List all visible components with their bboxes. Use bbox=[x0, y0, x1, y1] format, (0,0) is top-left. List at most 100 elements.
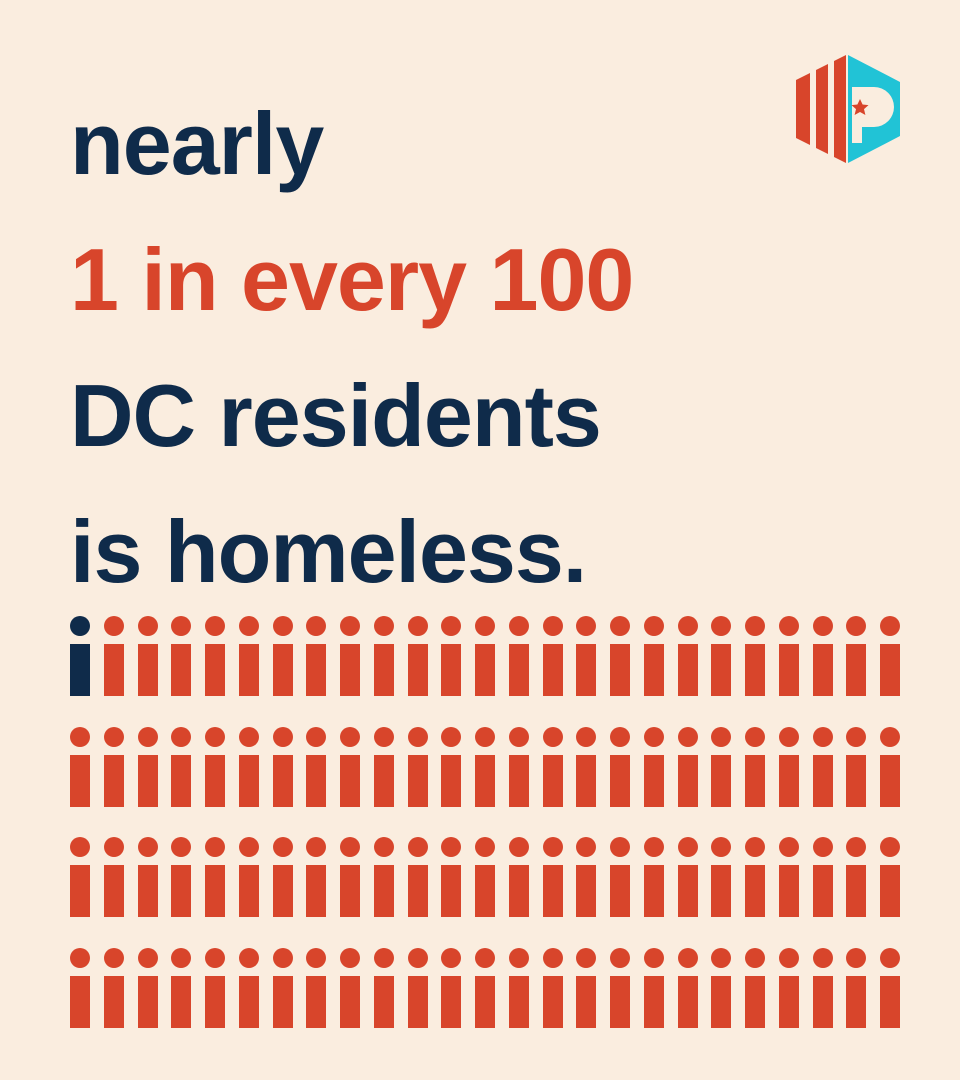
person-body bbox=[711, 754, 732, 807]
person-body bbox=[677, 644, 698, 696]
person-body bbox=[238, 865, 259, 917]
person-head bbox=[441, 616, 462, 636]
person-body bbox=[238, 644, 259, 696]
person-head bbox=[70, 837, 90, 857]
person-body bbox=[272, 644, 293, 696]
person-head bbox=[812, 616, 833, 636]
person-body bbox=[171, 865, 192, 917]
headline-line-is-homeless: is homeless. bbox=[70, 502, 587, 601]
person-head bbox=[272, 837, 293, 857]
person-icon bbox=[711, 726, 732, 807]
person-icon bbox=[171, 947, 192, 1028]
person-body bbox=[677, 975, 698, 1028]
person-icon bbox=[677, 947, 698, 1028]
person-body bbox=[441, 754, 462, 807]
person-head bbox=[373, 726, 394, 747]
person-icon bbox=[340, 837, 360, 917]
person-icon bbox=[441, 837, 462, 917]
person-body bbox=[407, 644, 428, 696]
person-head bbox=[103, 616, 124, 636]
person-icon bbox=[407, 947, 428, 1028]
person-head bbox=[205, 947, 225, 968]
person-icon bbox=[70, 947, 90, 1028]
person-body bbox=[542, 975, 563, 1028]
person-body bbox=[171, 644, 192, 696]
person-icon bbox=[542, 726, 563, 807]
pictogram-grid bbox=[70, 616, 900, 1028]
logo-red-stripe-outer bbox=[796, 73, 810, 145]
person-head bbox=[846, 726, 867, 747]
person-head bbox=[711, 947, 732, 968]
person-body bbox=[677, 865, 698, 917]
person-icon bbox=[846, 837, 867, 917]
person-body bbox=[306, 865, 327, 917]
person-body bbox=[508, 644, 529, 696]
person-body bbox=[542, 644, 563, 696]
person-head bbox=[880, 616, 900, 636]
person-icon bbox=[205, 837, 225, 917]
person-icon bbox=[205, 947, 225, 1028]
person-body bbox=[576, 644, 597, 696]
person-body bbox=[373, 754, 394, 807]
person-icon bbox=[103, 726, 124, 807]
person-icon bbox=[137, 726, 158, 807]
person-head bbox=[508, 947, 529, 968]
person-icon bbox=[880, 726, 900, 807]
logo-cream-cutout bbox=[852, 87, 894, 143]
person-icon bbox=[880, 837, 900, 917]
person-head bbox=[610, 616, 630, 636]
person-body bbox=[610, 754, 630, 807]
person-icon bbox=[238, 947, 259, 1028]
person-head bbox=[643, 726, 664, 747]
person-head bbox=[407, 837, 428, 857]
person-body bbox=[103, 644, 124, 696]
person-head bbox=[542, 616, 563, 636]
person-icon bbox=[137, 947, 158, 1028]
person-body bbox=[711, 865, 732, 917]
person-icon bbox=[441, 947, 462, 1028]
person-icon bbox=[373, 837, 394, 917]
person-body bbox=[778, 865, 799, 917]
person-body bbox=[407, 865, 428, 917]
person-head bbox=[711, 726, 732, 747]
person-icon bbox=[778, 726, 799, 807]
person-icon bbox=[171, 837, 192, 917]
person-head bbox=[70, 726, 90, 747]
person-head bbox=[137, 837, 158, 857]
person-icon bbox=[171, 726, 192, 807]
person-icon bbox=[778, 947, 799, 1028]
person-icon bbox=[711, 837, 732, 917]
person-icon bbox=[475, 837, 495, 917]
person-body bbox=[745, 975, 765, 1028]
person-head bbox=[677, 726, 698, 747]
person-body bbox=[880, 975, 900, 1028]
person-body bbox=[340, 975, 360, 1028]
person-icon bbox=[880, 616, 900, 696]
person-icon bbox=[272, 947, 293, 1028]
person-head bbox=[306, 726, 327, 747]
person-icon bbox=[475, 947, 495, 1028]
person-head bbox=[745, 837, 765, 857]
person-body bbox=[238, 754, 259, 807]
person-head bbox=[745, 726, 765, 747]
person-icon bbox=[70, 837, 90, 917]
person-icon bbox=[441, 726, 462, 807]
person-body bbox=[475, 975, 495, 1028]
person-head bbox=[340, 837, 360, 857]
person-icon bbox=[103, 947, 124, 1028]
person-head bbox=[272, 947, 293, 968]
person-head bbox=[205, 837, 225, 857]
person-body bbox=[407, 754, 428, 807]
person-head bbox=[238, 947, 259, 968]
person-icon bbox=[407, 616, 428, 696]
person-head bbox=[171, 616, 192, 636]
person-head bbox=[643, 616, 664, 636]
person-body bbox=[846, 865, 867, 917]
logo-red-stripe-middle bbox=[816, 64, 828, 154]
person-icon bbox=[745, 837, 765, 917]
logo-red-star-icon bbox=[851, 99, 869, 115]
person-body bbox=[407, 975, 428, 1028]
person-body bbox=[812, 865, 833, 917]
person-icon bbox=[677, 726, 698, 807]
person-head bbox=[711, 616, 732, 636]
